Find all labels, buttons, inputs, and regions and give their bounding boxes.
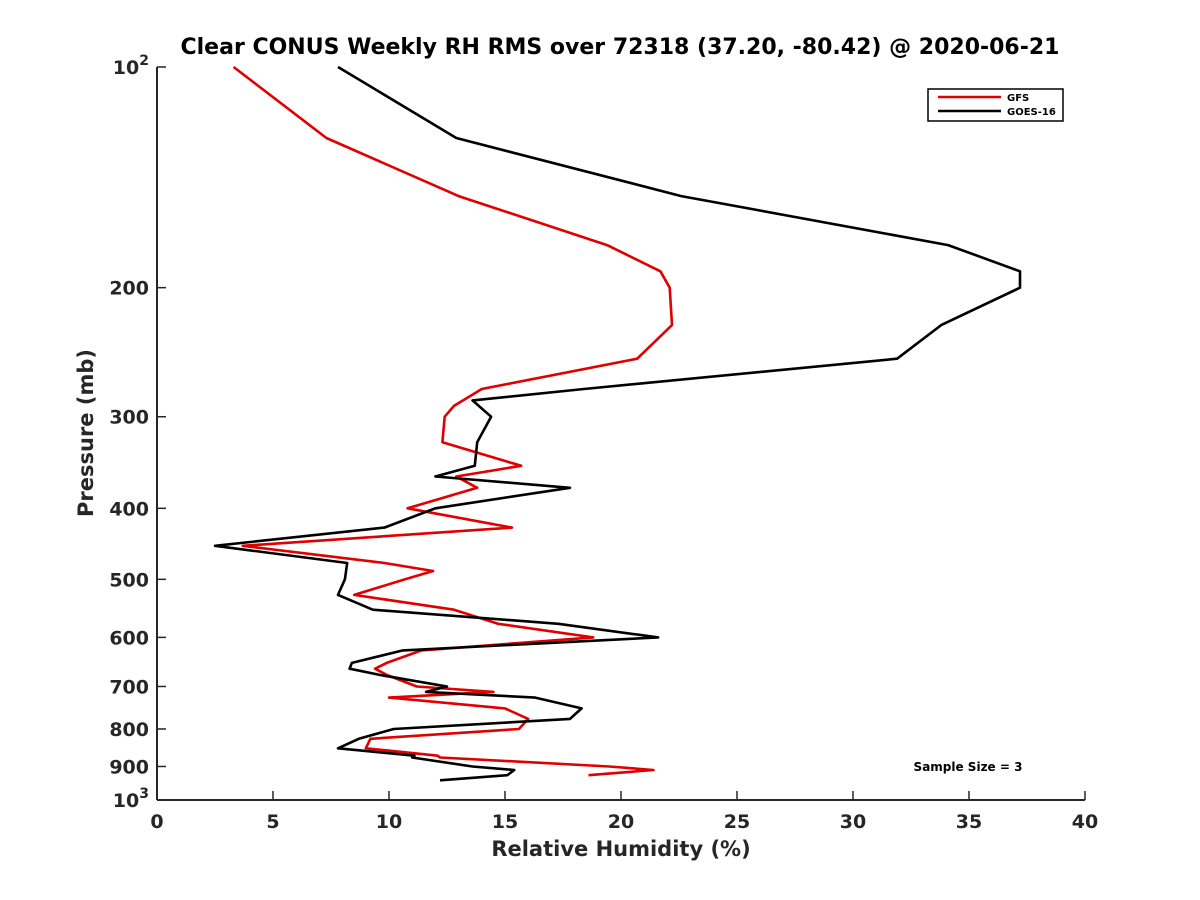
y-tick-label: 200 [109, 278, 149, 300]
sample-size-annotation: Sample Size = 3 [914, 760, 1023, 774]
plot-area [157, 67, 1085, 800]
y-tick-label: 900 [109, 756, 149, 778]
y-tick-label: 103 [113, 786, 149, 812]
x-tick-label: 0 [150, 811, 163, 833]
y-ticks: 102 200 300 400 500 600 700 800 900 103 [109, 53, 166, 812]
x-tick-label: 10 [376, 811, 402, 833]
x-tick-label: 40 [1072, 811, 1098, 833]
x-tick-label: 15 [492, 811, 518, 833]
y-tick-label: 102 [113, 53, 149, 79]
y-tick-label: 500 [109, 569, 149, 591]
x-axis-label: Relative Humidity (%) [491, 837, 750, 861]
legend: GFS GOES-16 [927, 88, 1064, 122]
y-tick-label: 600 [109, 627, 149, 649]
y-axis-label: Pressure (mb) [74, 349, 98, 517]
series-line-goes-16 [213, 65, 1022, 782]
legend-label: GFS [1007, 93, 1029, 104]
x-tick-label: 5 [266, 811, 279, 833]
legend-box [927, 88, 1064, 122]
y-tick-label: 300 [109, 407, 149, 429]
legend-label: GOES-16 [1007, 107, 1056, 118]
x-ticks: 0 5 10 15 20 25 30 35 40 [150, 791, 1098, 833]
y-tick-label: 800 [109, 719, 149, 741]
x-tick-label: 30 [840, 811, 866, 833]
y-tick-label: 700 [109, 676, 149, 698]
y-tick-label: 400 [109, 498, 149, 520]
series-layer [213, 65, 1022, 782]
chart-title: Clear CONUS Weekly RH RMS over 72318 (37… [181, 35, 1060, 60]
x-tick-label: 35 [956, 811, 982, 833]
x-tick-label: 25 [724, 811, 750, 833]
series-line-gfs [232, 65, 674, 777]
x-tick-label: 20 [608, 811, 634, 833]
